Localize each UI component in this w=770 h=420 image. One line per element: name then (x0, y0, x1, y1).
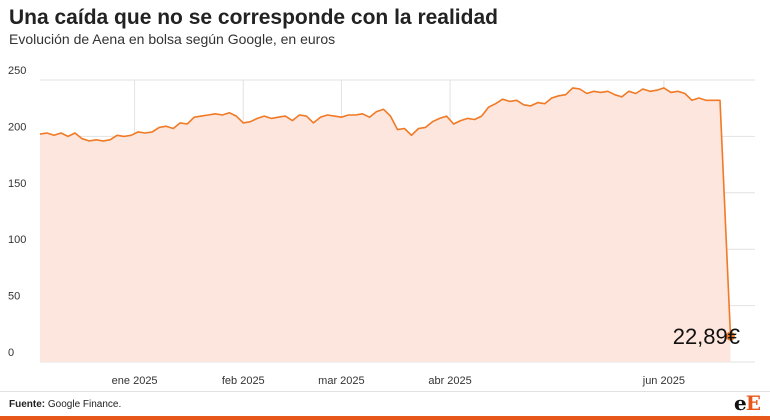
x-tick-label: jun 2025 (642, 375, 685, 387)
logo-letter-e: e (734, 391, 747, 415)
y-tick-label: 0 (8, 347, 14, 359)
source-label: Fuente: (9, 399, 46, 410)
chart-subtitle: Evolución de Aena en bolsa según Google,… (9, 31, 336, 47)
marker-layer (725, 331, 735, 341)
area-layer (39, 87, 732, 363)
y-tick-label: 100 (8, 234, 26, 246)
x-tick-label: mar 2025 (318, 375, 364, 387)
y-tick-label: 150 (8, 178, 26, 190)
source-note: Fuente: Google Finance. (9, 399, 121, 410)
brand-bar (0, 416, 770, 420)
x-tick-label: ene 2025 (112, 375, 158, 387)
axis-layer: 0 50 100 150 200 250 ene 2025 feb 2025 mar 2025 a… (8, 65, 685, 387)
footer-divider (0, 391, 770, 392)
x-tick-label: feb 2025 (222, 375, 265, 387)
price-line (39, 87, 732, 337)
logo-letter-E: E (745, 391, 761, 415)
y-tick-label: 200 (8, 121, 26, 133)
publisher-logo[interactable]: eE (734, 391, 761, 415)
last-value-point (725, 331, 735, 341)
y-tick-label: 250 (8, 65, 26, 77)
chart-title: Una caída que no se corresponde con la r… (9, 6, 498, 29)
y-tick-label: 50 (8, 291, 20, 303)
x-tick-label: abr 2025 (428, 375, 471, 387)
price-area (40, 87, 731, 363)
last-value-label: 22,89€ (672, 324, 740, 349)
source-text: Google Finance. (47, 399, 122, 410)
